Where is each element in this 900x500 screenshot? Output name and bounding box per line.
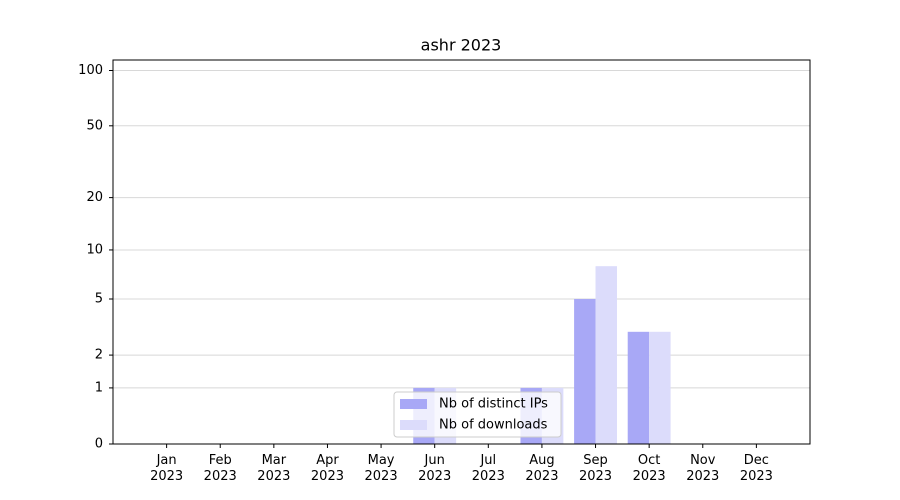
x-tick-label: Apr 2023	[310, 453, 344, 484]
legend-swatch	[400, 420, 427, 430]
x-tick-label: Oct 2023	[632, 453, 666, 484]
bar	[574, 298, 596, 444]
legend-label: Nb of downloads	[439, 418, 548, 433]
y-tick-label: 5	[95, 291, 103, 306]
y-tick-label: 20	[86, 190, 103, 205]
y-tick-label: 50	[86, 118, 103, 133]
y-tick-label: 0	[95, 437, 103, 452]
x-tick-label: Jan 2023	[150, 453, 184, 484]
x-tick-label: Mar 2023	[257, 453, 291, 484]
y-tick-label: 100	[78, 63, 103, 78]
y-tick-label: 2	[95, 348, 103, 363]
bar	[627, 331, 650, 444]
legend-label: Nb of distinct IPs	[439, 397, 548, 412]
x-tick-label: May 2023	[364, 453, 398, 484]
x-tick-label: Nov 2023	[686, 453, 720, 484]
bar	[595, 266, 617, 444]
legend-box	[393, 391, 562, 438]
x-tick-label: Aug 2023	[525, 453, 559, 484]
x-tick-label: Dec 2023	[739, 453, 773, 484]
legend: Nb of distinct IPs Nb of downloads	[393, 391, 562, 438]
y-tick-label: 1	[95, 380, 103, 395]
bar	[649, 331, 671, 444]
y-tick-label: 10	[86, 242, 103, 257]
x-tick-label: Jul 2023	[471, 453, 505, 484]
x-tick-label: Sep 2023	[578, 453, 613, 484]
x-tick-label: Feb 2023	[203, 453, 237, 484]
x-tick-label: Jun 2023	[418, 453, 452, 484]
legend-swatch	[400, 399, 427, 409]
chart-title: ashr 2023	[421, 36, 502, 55]
plot-frame	[112, 59, 811, 445]
